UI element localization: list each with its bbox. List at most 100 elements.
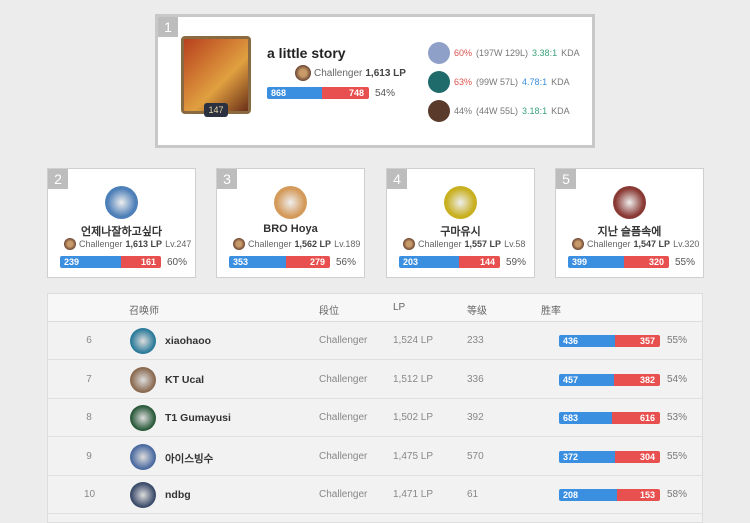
losses: 616 <box>612 412 660 424</box>
champion-winrate: 63% <box>454 77 473 87</box>
losses: 304 <box>614 450 660 463</box>
winloss-bar: 399 320 <box>568 256 669 268</box>
champion-kda: 3.18:1 <box>522 106 548 116</box>
wins: 457 <box>559 373 614 386</box>
rank: 10 <box>84 489 96 500</box>
player-name[interactable]: T1 Gumayusi <box>165 412 231 424</box>
player-avatar[interactable] <box>130 482 156 508</box>
player-name[interactable]: 지난 슬픔속에 <box>597 226 662 238</box>
player-name[interactable]: a little story <box>267 45 346 61</box>
player-avatar[interactable] <box>130 328 156 354</box>
tier-label: Challenger <box>418 239 462 249</box>
level: Lv.189 <box>334 239 361 249</box>
rank: 9 <box>86 450 92 462</box>
lp-value: 1,613 LP <box>365 67 406 79</box>
champion-record: (99W 57L) <box>476 77 519 87</box>
tier: Challenger <box>319 335 368 346</box>
tier-info: Challenger 1,547 LP Lv.320 <box>572 238 699 250</box>
player-name[interactable]: 아이스빙수 <box>165 452 214 465</box>
winrate: 54% <box>667 373 688 385</box>
champion-stat[interactable]: 44% (44W 55L) 3.18:1 KDA <box>428 100 570 122</box>
player-card[interactable]: 4 구마유시 Challenger 1,557 LP Lv.58 203 144 5… <box>386 168 535 278</box>
player-avatar[interactable] <box>130 366 156 393</box>
losses: 748 <box>322 87 369 99</box>
winrate: 55% <box>667 450 688 462</box>
champion-record: (44W 55L) <box>476 106 519 116</box>
challenger-icon <box>295 65 311 81</box>
wins: 203 <box>399 256 459 268</box>
player-avatar[interactable] <box>444 186 477 219</box>
tier: Challenger <box>319 373 368 385</box>
lp-value: 1,557 LP <box>464 239 502 249</box>
champion-winrate: 44% <box>454 106 473 116</box>
challenger-icon <box>403 238 415 250</box>
player-card[interactable]: 5 지난 슬픔속에 Challenger 1,547 LP Lv.320 399 3… <box>555 168 704 278</box>
rank: 7 <box>86 373 92 385</box>
level-badge: 147 <box>204 103 228 117</box>
player-avatar[interactable] <box>181 36 251 114</box>
player-card[interactable]: 2 언제나잘하고싶다 Challenger 1,613 LP Lv.247 239 … <box>47 168 196 278</box>
table-row[interactable]: 8 T1 Gumayusi Challenger 1,502 LP 392 68… <box>48 399 702 437</box>
level: 336 <box>467 373 484 385</box>
champion-stat[interactable]: 63% (99W 57L) 4.78:1 KDA <box>428 71 570 93</box>
champion-kda: 3.38:1 <box>532 48 558 58</box>
champion-kda: 4.78:1 <box>522 77 548 87</box>
tier-info: Challenger 1,562 LP Lv.189 <box>233 238 360 250</box>
header-summoner: 召唤师 <box>129 306 159 317</box>
lp: 1,475 LP <box>393 450 434 462</box>
player-name[interactable]: ndbg <box>165 489 191 501</box>
level: 570 <box>467 450 484 462</box>
rank-badge: 1 <box>158 17 178 37</box>
player-avatar[interactable] <box>130 443 156 470</box>
table-row[interactable]: 9 아이스빙수 Challenger 1,475 LP 570 372 304 … <box>48 438 702 476</box>
losses: 382 <box>614 373 660 386</box>
lp: 1,512 LP <box>393 373 434 385</box>
player-avatar[interactable] <box>105 186 138 219</box>
winloss-bar: 353 279 <box>229 256 330 268</box>
player-name[interactable]: BRO Hoya <box>263 223 318 235</box>
rank: 6 <box>86 335 92 346</box>
rank-badge: 5 <box>556 169 576 189</box>
challenger-icon <box>572 238 584 250</box>
table-row[interactable]: 7 KT Ucal Challenger 1,512 LP 336 457 38… <box>48 361 702 399</box>
player-avatar[interactable] <box>613 186 646 219</box>
winloss-bar: 239 161 <box>60 256 161 268</box>
lp: 1,524 LP <box>393 335 434 346</box>
tier: Challenger <box>319 412 368 423</box>
player-name[interactable]: xiaohaoo <box>165 335 212 347</box>
losses: 320 <box>623 256 669 268</box>
winloss-bar: 683 616 <box>559 412 660 424</box>
champion-icon <box>428 71 450 93</box>
winrate: 59% <box>506 257 527 268</box>
tier-info: Challenger 1,557 LP Lv.58 <box>403 238 525 250</box>
player-name[interactable]: KT Ucal <box>165 373 205 386</box>
champion-winrate: 60% <box>454 48 473 58</box>
kda-label: KDA <box>551 77 570 87</box>
top-player-card[interactable]: 1 147 a little story Challenger 1,613 LP… <box>155 14 595 148</box>
lp: 1,471 LP <box>393 489 434 500</box>
player-avatar[interactable] <box>130 405 156 431</box>
champion-stat[interactable]: 60% (197W 129L) 3.38:1 KDA <box>428 42 580 64</box>
player-card[interactable]: 3 BRO Hoya Challenger 1,562 LP Lv.189 353 … <box>216 168 365 278</box>
wins: 372 <box>559 450 615 463</box>
player-avatar[interactable] <box>274 186 307 219</box>
winloss-bar: 868 748 <box>267 87 369 99</box>
rank-badge: 2 <box>48 169 68 189</box>
wins: 868 <box>267 87 323 99</box>
level: Lv.247 <box>165 239 192 249</box>
challenger-icon <box>64 238 76 250</box>
wins: 353 <box>229 256 286 268</box>
winloss-bar: 436 357 <box>559 335 660 347</box>
winloss-bar: 372 304 <box>559 450 660 463</box>
wins: 239 <box>60 256 121 268</box>
tier-label: Challenger <box>79 239 123 249</box>
wins: 683 <box>559 412 613 424</box>
player-name[interactable]: 구마유시 <box>440 226 481 238</box>
level: 233 <box>467 335 484 346</box>
winrate: 56% <box>336 257 357 268</box>
header-tier: 段位 <box>319 306 339 317</box>
table-row[interactable]: 6 xiaohaoo Challenger 1,524 LP 233 436 3… <box>48 322 702 360</box>
table-row[interactable]: 10 ndbg Challenger 1,471 LP 61 208 153 5… <box>48 476 702 514</box>
player-name[interactable]: 언제나잘하고싶다 <box>81 226 162 238</box>
winloss-bar: 208 153 <box>559 489 660 501</box>
